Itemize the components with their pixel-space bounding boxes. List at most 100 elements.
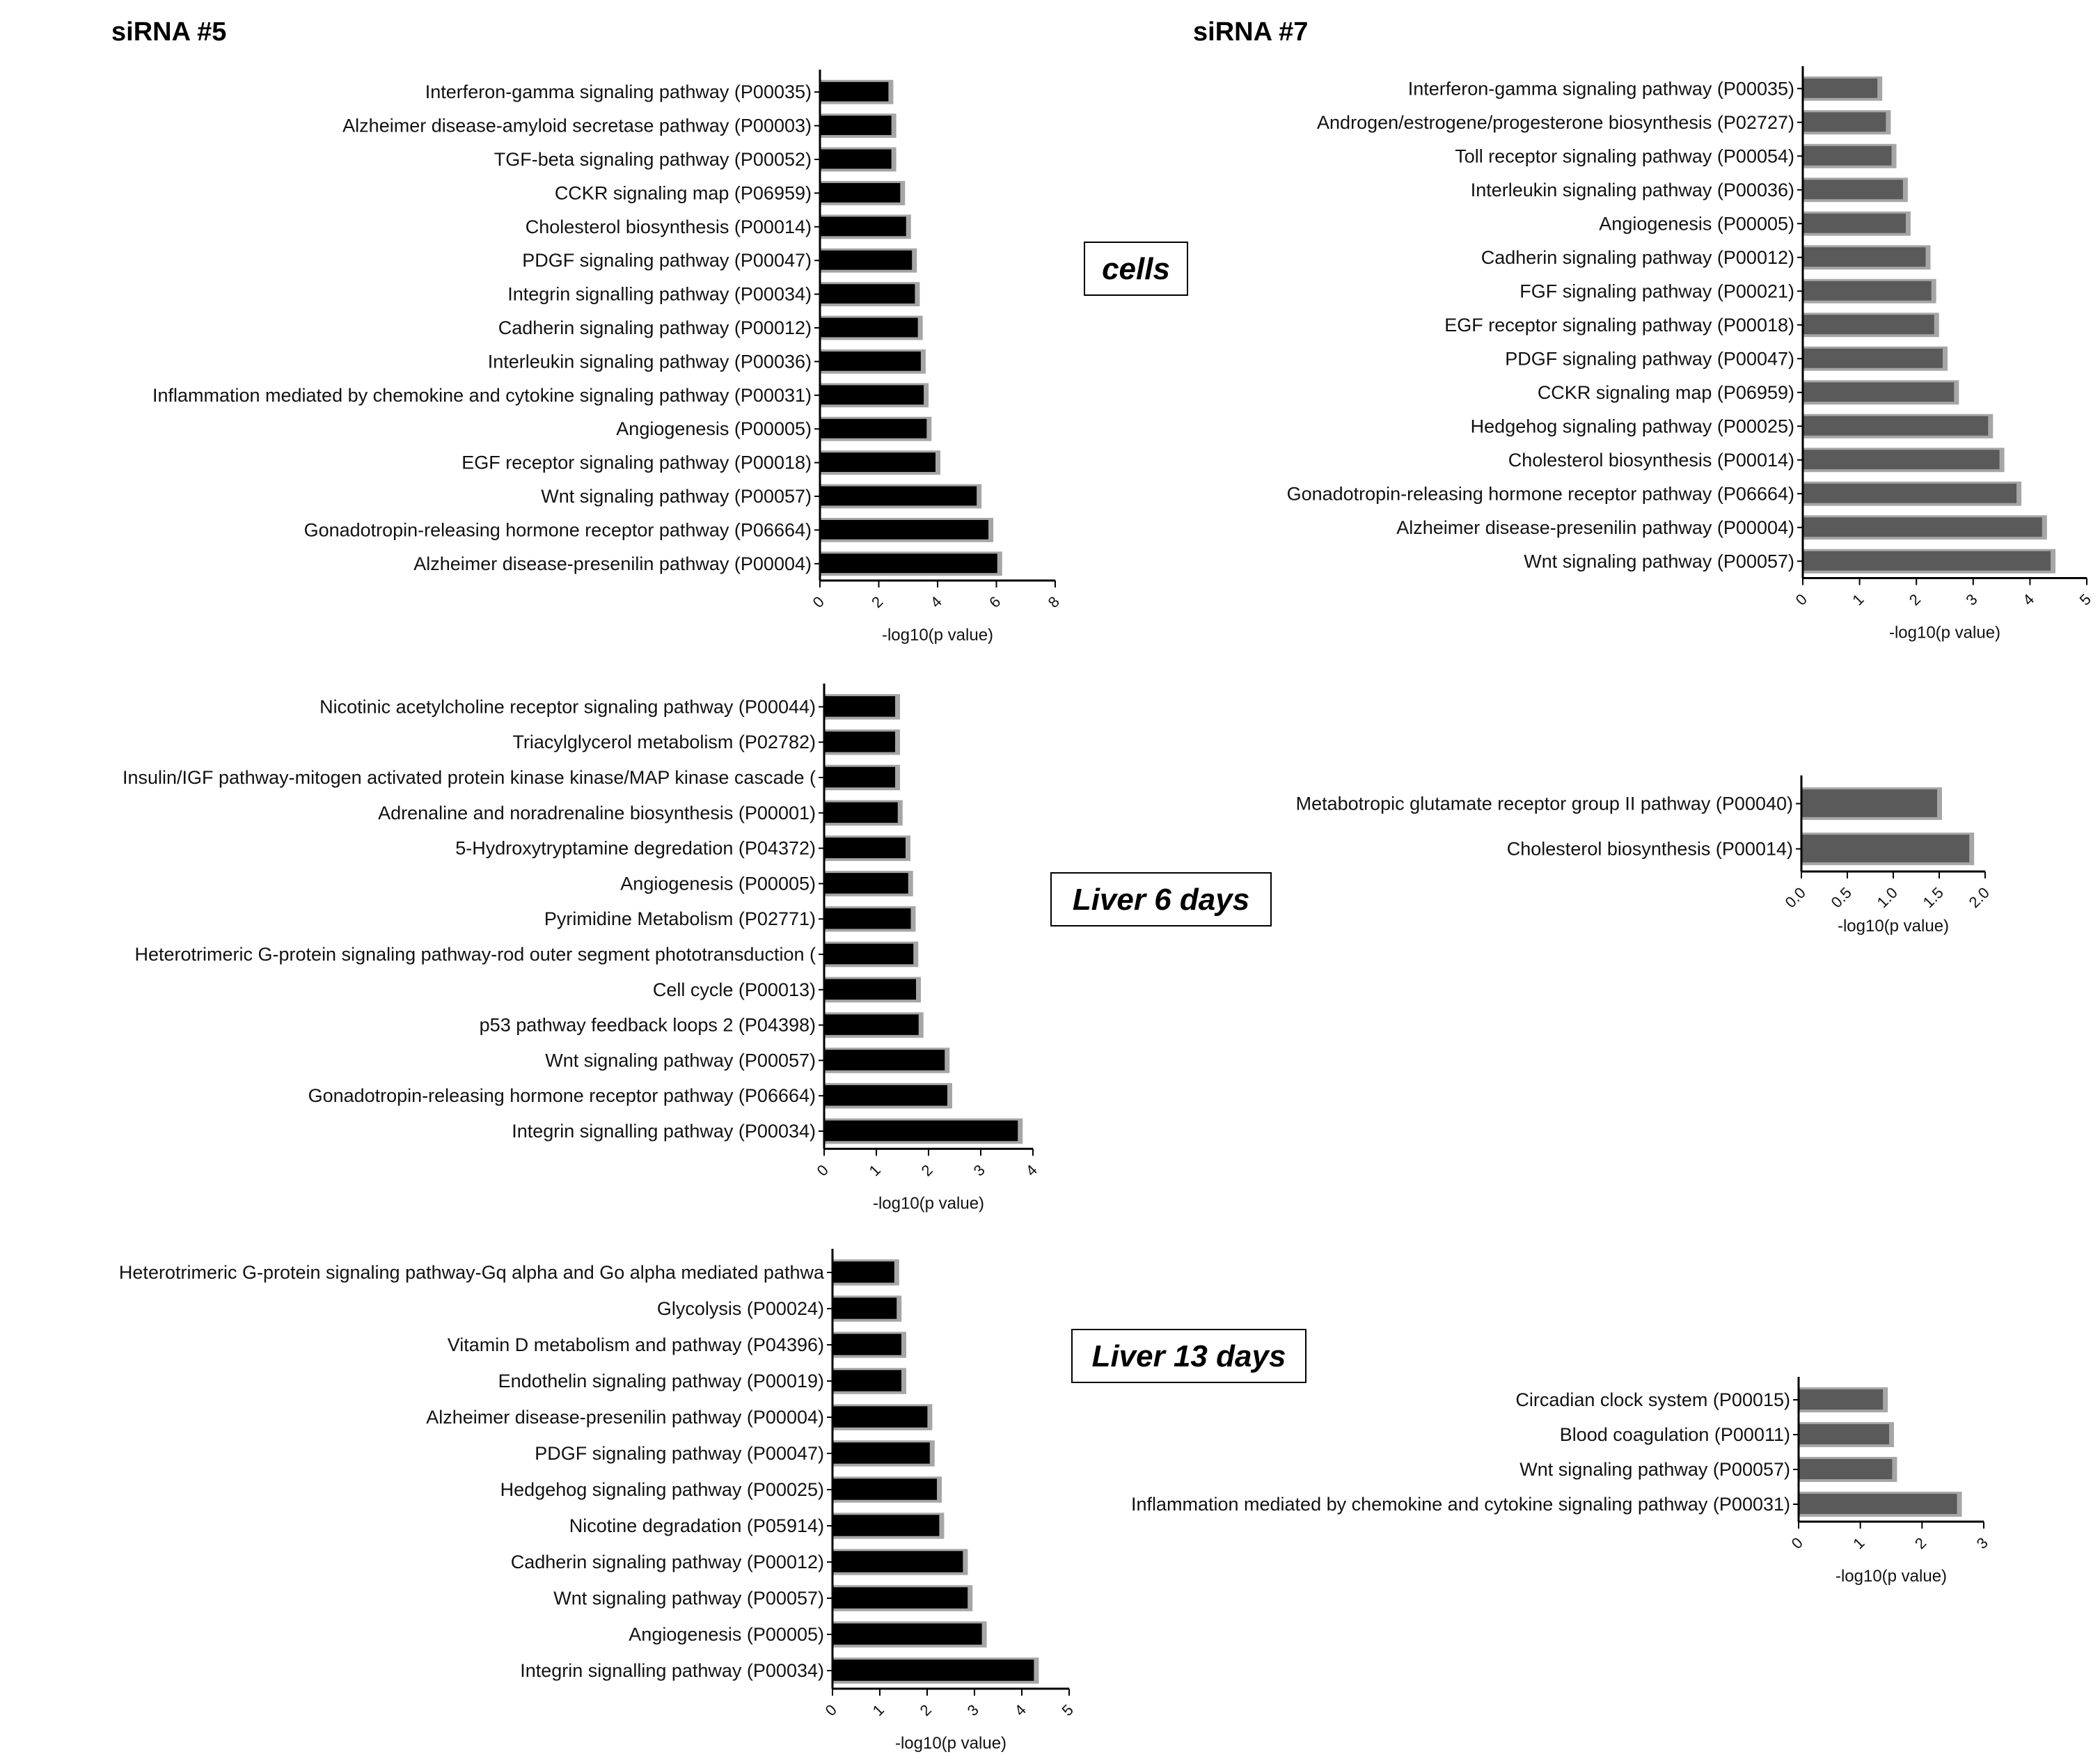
x-tick-label: 4 <box>1023 1161 1041 1179</box>
category-label: Cadherin signaling pathway (P00012) <box>511 1552 824 1572</box>
category-label: Hedgehog signaling pathway (P00025) <box>1471 416 1794 436</box>
category-label: FGF signaling pathway (P00021) <box>1519 281 1794 301</box>
bar <box>820 486 977 506</box>
bar <box>1803 78 1878 98</box>
x-tick-label: 3 <box>1973 1534 1991 1552</box>
bar <box>1803 348 1943 368</box>
bar <box>1803 112 1886 132</box>
category-label: Integrin signalling pathway (P00034) <box>507 284 812 305</box>
bar <box>832 1370 901 1391</box>
category-label: Nicotinic acetylcholine receptor signali… <box>319 696 816 717</box>
bar <box>1803 281 1932 301</box>
category-label: Cadherin signaling pathway (P00012) <box>498 317 812 338</box>
category-label: Toll receptor signaling pathway (P00054) <box>1455 145 1794 166</box>
bar <box>824 837 906 858</box>
bar <box>820 519 989 539</box>
bar <box>1803 180 1903 200</box>
category-label: Blood coagulation (P00011) <box>1560 1424 1790 1445</box>
bar <box>832 1623 982 1645</box>
bar <box>824 979 916 1000</box>
bar <box>1803 483 2017 503</box>
x-tick-label: 1 <box>869 1701 887 1719</box>
category-label: Insulin/IGF pathway-mitogen activated pr… <box>123 767 816 788</box>
category-label: Alzheimer disease-presenilin pathway (P0… <box>426 1407 824 1428</box>
bar <box>824 731 895 752</box>
category-label: CCKR signaling map (P06959) <box>1538 382 1794 403</box>
category-label: Gonadotropin-releasing hormone receptor … <box>304 519 812 540</box>
x-tick-label: 0.0 <box>1782 884 1809 911</box>
bar <box>824 696 895 717</box>
category-label: Endothelin signaling pathway (P00019) <box>498 1371 824 1391</box>
category-label: Cholesterol biosynthesis (P00014) <box>1508 450 1794 471</box>
bar <box>1803 517 2042 537</box>
x-tick-label: 2 <box>1911 1534 1929 1552</box>
x-tick-label: 4 <box>1011 1701 1029 1719</box>
x-tick-label: 3 <box>1962 590 1980 608</box>
bar <box>1799 1424 1889 1444</box>
bar <box>824 873 908 894</box>
bar <box>820 553 997 574</box>
x-tick-label: 2.0 <box>1966 884 1993 911</box>
x-tick-label: 2 <box>917 1701 935 1719</box>
x-tick-label: 2 <box>1906 590 1924 608</box>
condition-label-liver13: Liver 13 days <box>1071 1329 1306 1383</box>
category-label: Integrin signalling pathway (P00034) <box>512 1121 816 1142</box>
category-label: Cell cycle (P00013) <box>653 979 816 1000</box>
category-label: p53 pathway feedback loops 2 (P04398) <box>480 1015 816 1036</box>
x-tick-label: 8 <box>1045 593 1063 611</box>
category-label: EGF receptor signaling pathway (P00018) <box>1444 315 1794 336</box>
bar <box>1803 382 1955 402</box>
bar <box>1803 551 2051 571</box>
category-label: Nicotine degradation (P05914) <box>569 1515 824 1536</box>
chart-liver6-sirna7: Metabotropic glutamate receptor group II… <box>1296 775 1993 936</box>
category-label: Adrenaline and noradrenaline biosynthesi… <box>378 803 816 823</box>
bar <box>820 385 924 405</box>
category-label: PDGF signaling pathway (P00047) <box>535 1443 824 1464</box>
category-label: Angiogenesis (P00005) <box>620 873 816 894</box>
x-tick-label: 1 <box>1849 590 1867 608</box>
header-sirna5: siRNA #5 <box>111 17 226 47</box>
category-label: Integrin signalling pathway (P00034) <box>520 1660 824 1681</box>
x-tick-label: 0 <box>814 1161 832 1179</box>
x-axis-title: -log10(p value) <box>1838 917 1949 936</box>
category-label: Heterotrimeric G-protein signaling pathw… <box>119 1262 825 1283</box>
x-tick-label: 1.5 <box>1920 884 1947 911</box>
bar <box>832 1442 930 1464</box>
bar <box>832 1587 968 1609</box>
x-tick-label: 0 <box>822 1701 840 1719</box>
bar <box>824 802 898 823</box>
condition-label-cells: cells <box>1084 242 1188 296</box>
x-tick-label: 6 <box>986 593 1004 611</box>
category-label: Gonadotropin-releasing hormone receptor … <box>308 1085 816 1106</box>
x-tick-label: 1 <box>1849 1534 1868 1552</box>
chart-cells-sirna5: Interferon-gamma signaling pathway (P000… <box>152 70 1063 645</box>
category-label: Androgen/estrogene/progesterone biosynth… <box>1317 112 1794 133</box>
x-tick-label: 2 <box>918 1161 936 1179</box>
condition-text-liver13: Liver 13 days <box>1092 1339 1286 1373</box>
bar <box>832 1659 1034 1681</box>
x-axis-title: -log10(p value) <box>1889 624 2000 642</box>
chart-liver13-sirna5: Heterotrimeric G-protein signaling pathw… <box>119 1249 1077 1753</box>
x-axis-title: -log10(p value) <box>1835 1567 1947 1586</box>
bar <box>824 908 911 929</box>
bar <box>832 1478 937 1500</box>
category-label: Inflammation mediated by chemokine and c… <box>152 385 812 406</box>
category-label: PDGF signaling pathway (P00047) <box>522 250 812 271</box>
category-label: Angiogenesis (P00005) <box>616 418 812 439</box>
bar <box>824 1120 1018 1142</box>
category-label: Cadherin signaling pathway (P00012) <box>1481 247 1794 268</box>
bar <box>1799 1389 1884 1410</box>
bar <box>824 1084 947 1106</box>
x-tick-label: 4 <box>2019 590 2037 608</box>
x-axis-title: -log10(p value) <box>895 1734 1006 1753</box>
category-label: Metabotropic glutamate receptor group II… <box>1296 794 1793 814</box>
bar <box>1803 450 2000 470</box>
category-label: Glycolysis (P00024) <box>657 1298 824 1319</box>
category-label: Pyrimidine Metabolism (P02771) <box>544 908 816 929</box>
category-label: Wnt signaling pathway (P00057) <box>1524 551 1794 571</box>
x-tick-label: 5 <box>1059 1701 1077 1719</box>
category-label: Wnt signaling pathway (P00057) <box>541 486 812 507</box>
x-tick-label: 1 <box>866 1161 884 1179</box>
bar <box>824 943 914 965</box>
header-sirna7: siRNA #7 <box>1193 17 1308 47</box>
